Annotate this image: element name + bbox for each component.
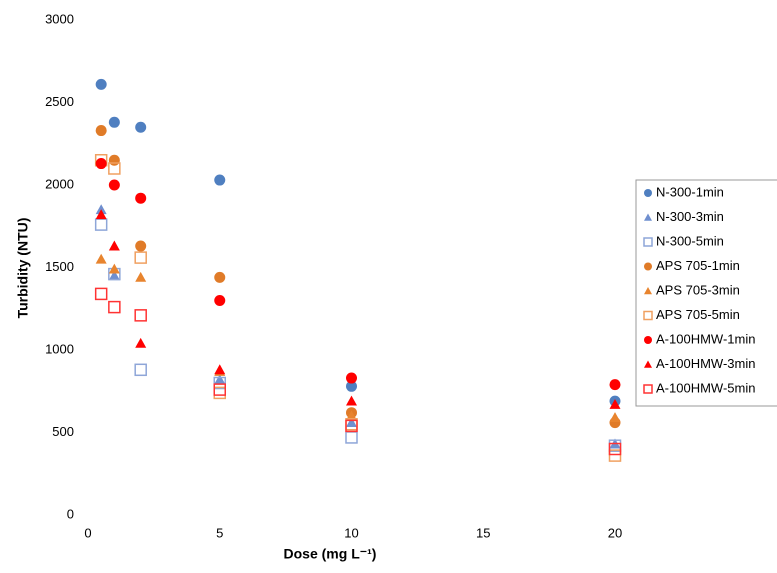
legend-label: N-300-3min: [656, 209, 724, 224]
point: [108, 300, 121, 314]
legend-label: N-300-5min: [656, 233, 724, 248]
y-tick-label: 1500: [45, 259, 74, 274]
point: [346, 380, 357, 392]
point: [608, 449, 622, 462]
legend-marker: [644, 287, 652, 295]
point: [608, 442, 622, 456]
point: [609, 412, 621, 423]
x-tick-label: 10: [344, 525, 358, 540]
point: [346, 410, 357, 421]
legend-marker: [644, 262, 652, 271]
point: [108, 162, 121, 175]
y-tick-label: 500: [52, 424, 74, 439]
y-tick-label: 3000: [45, 11, 74, 26]
legend-marker: [644, 336, 652, 344]
legend-label: APS 705-5min: [656, 307, 740, 322]
point: [95, 125, 107, 137]
legend-marker: [644, 360, 652, 368]
legend-label: APS 705-3min: [656, 282, 740, 297]
point: [108, 116, 120, 128]
legend-label: A-100HMW-5min: [656, 380, 755, 395]
point: [345, 431, 358, 444]
legend-marker: [643, 237, 653, 247]
point: [135, 271, 147, 282]
legend-label: A-100HMW-3min: [656, 356, 755, 371]
y-tick-label: 1000: [45, 341, 74, 356]
point: [95, 158, 107, 170]
point: [609, 398, 621, 409]
x-tick-label: 15: [476, 525, 490, 540]
point: [214, 364, 226, 375]
point: [94, 287, 108, 301]
point: [213, 376, 226, 390]
y-tick-label: 0: [67, 506, 74, 521]
point: [135, 240, 147, 252]
legend-box: [635, 179, 777, 407]
point: [214, 271, 226, 283]
point: [213, 383, 226, 396]
legend-marker: [643, 310, 653, 321]
point: [135, 192, 147, 204]
x-tick-label: 0: [84, 525, 91, 540]
legend-marker: [643, 384, 653, 394]
point: [134, 363, 147, 377]
legend-label: A-100HMW-1min: [656, 331, 755, 346]
point: [346, 417, 357, 427]
point: [108, 270, 120, 281]
point: [214, 295, 226, 306]
point: [108, 154, 120, 166]
point: [108, 263, 120, 274]
x-tick-label: 20: [608, 525, 622, 540]
point: [108, 179, 120, 191]
point: [134, 309, 147, 322]
x-tick-label: 5: [216, 525, 223, 540]
point: [108, 240, 120, 251]
legend-marker: [644, 189, 652, 197]
point: [346, 395, 357, 406]
x-axis-label: Dose (mg L⁻¹): [284, 546, 377, 562]
point: [214, 374, 226, 385]
y-axis-label: Turbidity (NTU): [15, 218, 31, 319]
point: [94, 218, 108, 231]
point: [346, 372, 357, 384]
legend-marker: [644, 213, 652, 221]
point: [135, 337, 147, 348]
y-tick-label: 2000: [45, 176, 74, 191]
point: [95, 253, 107, 264]
legend-label: N-300-1min: [656, 184, 724, 199]
point: [214, 174, 226, 186]
y-tick-label: 2500: [45, 94, 74, 109]
point: [95, 209, 107, 220]
legend-label: APS 705-1min: [656, 258, 740, 273]
point: [345, 419, 358, 433]
point: [95, 78, 107, 90]
point: [134, 251, 147, 264]
point: [609, 379, 621, 391]
point: [135, 121, 147, 133]
